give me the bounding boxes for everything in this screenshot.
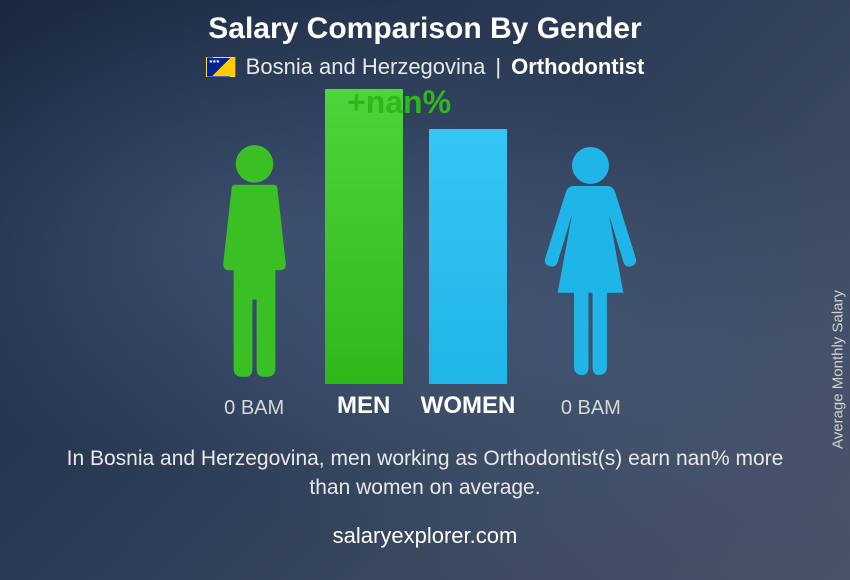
men-bar-col: MEN bbox=[325, 89, 403, 420]
country-label: Bosnia and Herzegovina bbox=[246, 54, 486, 80]
separator: | bbox=[495, 54, 501, 80]
y-axis-label: Average Monthly Salary bbox=[830, 290, 847, 449]
men-icon-col: 0 BAM bbox=[202, 143, 307, 420]
job-label: Orthodontist bbox=[511, 54, 644, 80]
description-text: In Bosnia and Herzegovina, men working a… bbox=[45, 444, 805, 503]
men-bar bbox=[325, 89, 403, 384]
women-label: WOMEN bbox=[421, 392, 516, 420]
man-icon bbox=[202, 143, 307, 383]
chart-area: +nan% 0 BAM MEN WOMEN bbox=[202, 90, 649, 420]
subtitle-row: Bosnia and Herzegovina | Orthodontist bbox=[206, 54, 645, 80]
content: Salary Comparison By Gender Bosnia and H… bbox=[0, 0, 850, 580]
women-bar bbox=[429, 129, 507, 384]
site-label: salaryexplorer.com bbox=[333, 523, 518, 549]
women-group: WOMEN 0 BAM bbox=[421, 129, 649, 420]
percent-diff-label: +nan% bbox=[347, 84, 451, 121]
men-label: MEN bbox=[337, 392, 390, 420]
infographic-container: Salary Comparison By Gender Bosnia and H… bbox=[0, 0, 850, 580]
page-title: Salary Comparison By Gender bbox=[208, 12, 641, 46]
women-icon-col: 0 BAM bbox=[533, 143, 648, 420]
women-value: 0 BAM bbox=[561, 397, 621, 420]
men-value: 0 BAM bbox=[224, 397, 284, 420]
flag-icon bbox=[206, 57, 236, 77]
men-group: 0 BAM MEN bbox=[202, 89, 403, 420]
women-bar-col: WOMEN bbox=[421, 129, 516, 420]
woman-icon bbox=[533, 143, 648, 383]
